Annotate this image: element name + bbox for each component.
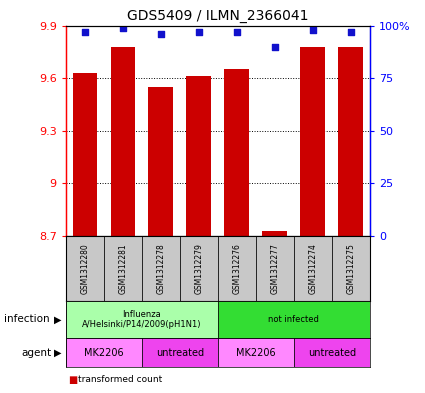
Text: GSM1312278: GSM1312278 — [156, 243, 165, 294]
Bar — [180, 236, 218, 301]
Text: GSM1312275: GSM1312275 — [346, 243, 355, 294]
Text: GSM1312274: GSM1312274 — [308, 243, 317, 294]
Point — [196, 29, 202, 35]
Text: GSM1312279: GSM1312279 — [194, 243, 203, 294]
Text: GSM1312281: GSM1312281 — [118, 243, 127, 294]
Bar — [66, 301, 218, 338]
Text: ▶: ▶ — [54, 348, 62, 358]
Bar — [148, 87, 173, 236]
Bar — [73, 73, 97, 236]
Text: untreated: untreated — [156, 348, 204, 358]
Bar — [218, 301, 370, 338]
Text: agent: agent — [21, 348, 51, 358]
Bar — [218, 236, 256, 301]
Point — [82, 29, 88, 35]
Bar — [294, 236, 332, 301]
Point — [157, 31, 164, 37]
Bar — [142, 338, 218, 367]
Point — [272, 43, 278, 50]
Point — [309, 27, 316, 33]
Bar — [256, 236, 294, 301]
Bar — [110, 47, 135, 236]
Bar — [224, 69, 249, 236]
Text: untreated: untreated — [308, 348, 356, 358]
Text: ■: ■ — [68, 375, 77, 385]
Text: transformed count: transformed count — [78, 375, 162, 384]
Bar — [300, 47, 325, 236]
Point — [119, 24, 126, 31]
Bar — [338, 47, 363, 236]
Title: GDS5409 / ILMN_2366041: GDS5409 / ILMN_2366041 — [127, 9, 309, 23]
Bar — [187, 76, 211, 236]
Bar — [104, 236, 142, 301]
Text: not infected: not infected — [268, 315, 319, 324]
Bar — [332, 236, 370, 301]
Text: GSM1312277: GSM1312277 — [270, 243, 279, 294]
Text: infection: infection — [4, 314, 50, 324]
Bar — [294, 338, 370, 367]
Text: GSM1312276: GSM1312276 — [232, 243, 241, 294]
Bar — [263, 231, 287, 236]
Text: MK2206: MK2206 — [236, 348, 275, 358]
Point — [347, 29, 354, 35]
Bar — [218, 338, 294, 367]
Bar — [66, 338, 142, 367]
Text: ▶: ▶ — [54, 314, 62, 324]
Bar — [66, 236, 104, 301]
Point — [233, 29, 240, 35]
Text: Influenza
A/Helsinki/P14/2009(pH1N1): Influenza A/Helsinki/P14/2009(pH1N1) — [82, 310, 201, 329]
Text: GSM1312280: GSM1312280 — [80, 243, 89, 294]
Bar — [142, 236, 180, 301]
Text: MK2206: MK2206 — [84, 348, 124, 358]
